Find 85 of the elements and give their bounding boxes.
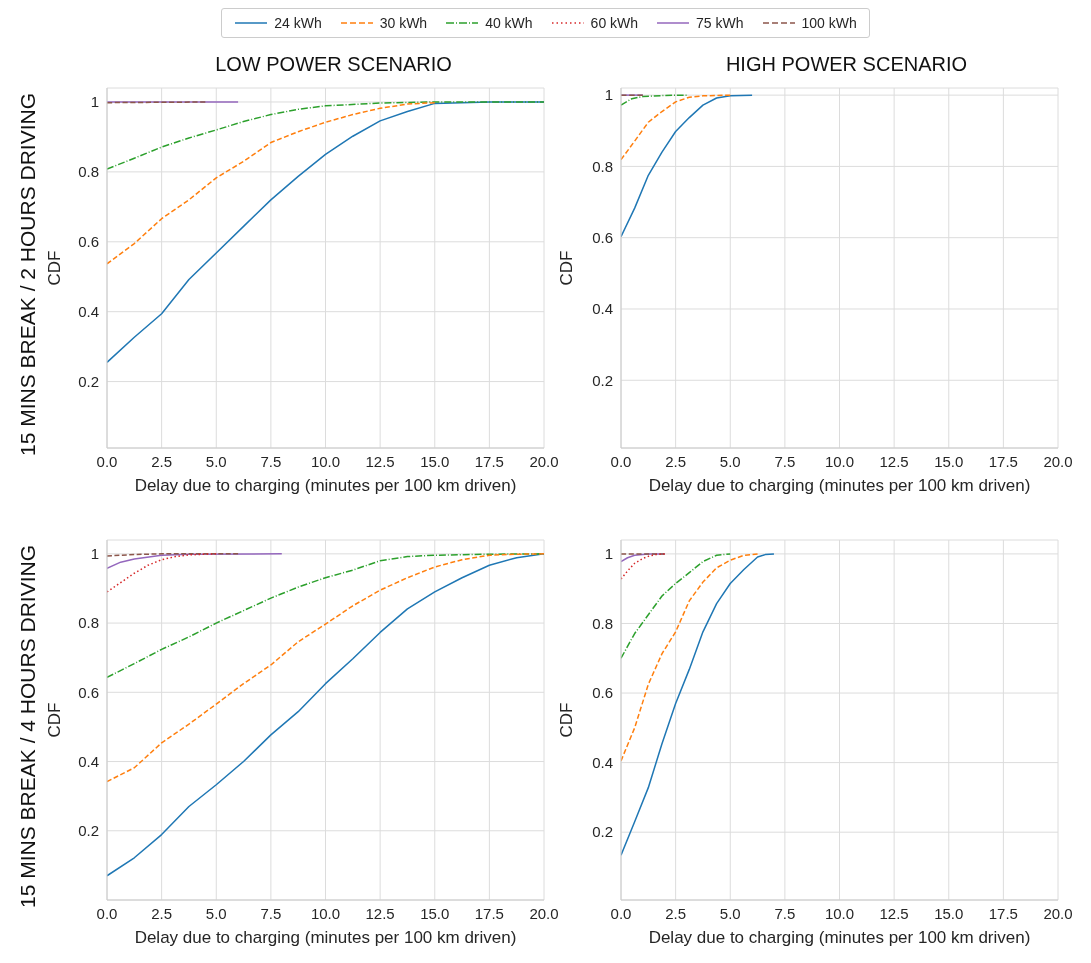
x-tick-label: 17.5 xyxy=(474,452,504,470)
x-tick-label: 12.5 xyxy=(879,904,909,922)
y-axis-title: CDF xyxy=(45,702,65,738)
x-tick-label: 12.5 xyxy=(879,452,909,470)
chart-title: HIGH POWER SCENARIO xyxy=(725,53,968,75)
y-tick-label: 0.4 xyxy=(78,303,99,321)
y-tick-label: 1 xyxy=(90,545,99,563)
y-tick-label: 0.2 xyxy=(78,372,99,390)
y-tick-label: 0.6 xyxy=(592,229,613,247)
x-tick-label: 17.5 xyxy=(474,904,504,922)
x-axis-title: Delay due to charging (minutes per 100 km driven) xyxy=(648,928,1031,947)
x-tick-label: 12.5 xyxy=(365,904,395,922)
y-tick-label: 0.4 xyxy=(592,300,613,318)
x-tick-label: 5.0 xyxy=(719,904,741,922)
x-axis-title: Delay due to charging (minutes per 100 km driven) xyxy=(134,476,517,495)
x-tick-label: 2.5 xyxy=(665,452,687,470)
legend-label: 75 kWh xyxy=(696,15,744,31)
legend-label: 40 kWh xyxy=(485,15,533,31)
x-tick-label: 20.0 xyxy=(529,904,559,922)
x-tick-label: 2.5 xyxy=(665,904,687,922)
y-tick-label: 0.6 xyxy=(592,684,613,702)
x-tick-label: 0.0 xyxy=(96,904,118,922)
x-tick-label: 20.0 xyxy=(1043,904,1073,922)
x-tick-label: 5.0 xyxy=(719,452,741,470)
y-tick-label: 0.8 xyxy=(78,163,99,181)
y-tick-label: 0.6 xyxy=(78,233,99,251)
x-tick-label: 10.0 xyxy=(310,904,341,922)
line-series xyxy=(621,94,688,106)
legend-label: 100 kWh xyxy=(801,15,857,31)
x-tick-label: 12.5 xyxy=(365,452,395,470)
x-tick-label: 5.0 xyxy=(205,452,227,470)
line-series xyxy=(107,101,436,265)
x-tick-label: 0.0 xyxy=(610,452,632,470)
line-series xyxy=(107,553,217,593)
x-tick-label: 2.5 xyxy=(151,452,173,470)
x-tick-label: 15.0 xyxy=(420,452,450,470)
line-series xyxy=(107,553,544,783)
x-tick-label: 15.0 xyxy=(934,904,964,922)
x-tick-label: 7.5 xyxy=(774,904,796,922)
legend-label: 60 kWh xyxy=(590,15,639,31)
y-tick-label: 0.2 xyxy=(592,371,613,389)
text: 15 MINS BREAK / 4 HOURS DRIVING xyxy=(16,544,40,908)
y-tick-label: 1 xyxy=(604,86,613,104)
x-tick-label: 10.0 xyxy=(310,452,341,470)
y-axis-title: CDF xyxy=(557,250,577,286)
x-tick-label: 15.0 xyxy=(420,904,450,922)
x-tick-label: 15.0 xyxy=(934,452,964,470)
x-tick-label: 20.0 xyxy=(529,452,559,470)
line-series xyxy=(621,94,731,161)
x-tick-label: 0.0 xyxy=(610,904,632,922)
x-tick-label: 17.5 xyxy=(988,452,1018,470)
y-tick-label: 0.8 xyxy=(592,614,613,632)
y-tick-label: 1 xyxy=(90,93,99,111)
x-axis-title: Delay due to charging (minutes per 100 km driven) xyxy=(648,476,1031,495)
y-tick-label: 0.4 xyxy=(78,752,99,770)
y-tick-label: 0.4 xyxy=(592,753,613,771)
x-tick-label: 20.0 xyxy=(1043,452,1073,470)
line-series xyxy=(621,553,759,762)
x-tick-label: 7.5 xyxy=(260,904,282,922)
x-axis-title: Delay due to charging (minutes per 100 km driven) xyxy=(134,928,517,947)
y-tick-label: 0.2 xyxy=(78,822,99,840)
x-tick-label: 10.0 xyxy=(824,452,855,470)
line-series xyxy=(107,101,544,170)
x-tick-label: 17.5 xyxy=(988,904,1018,922)
y-axis-title: CDF xyxy=(557,702,577,738)
x-tick-label: 5.0 xyxy=(205,904,227,922)
y-tick-label: 0.2 xyxy=(592,823,613,841)
x-tick-label: 7.5 xyxy=(774,452,796,470)
legend-label: 30 kWh xyxy=(379,15,428,31)
x-tick-label: 7.5 xyxy=(260,452,282,470)
line-series xyxy=(621,94,753,238)
x-tick-label: 0.0 xyxy=(96,452,118,470)
text: 15 MINS BREAK / 2 HOURS DRIVING xyxy=(16,92,40,456)
legend-label: 24 kWh xyxy=(274,15,322,31)
y-tick-label: 1 xyxy=(604,545,613,563)
y-tick-label: 0.8 xyxy=(592,157,613,175)
y-axis-title: CDF xyxy=(45,250,65,286)
line-series xyxy=(107,553,283,570)
chart-title: LOW POWER SCENARIO xyxy=(215,53,452,75)
line-series xyxy=(621,553,775,856)
y-tick-label: 0.8 xyxy=(78,614,99,632)
x-tick-label: 2.5 xyxy=(151,904,173,922)
y-tick-label: 0.6 xyxy=(78,683,99,701)
x-tick-label: 10.0 xyxy=(824,904,855,922)
line-series xyxy=(621,553,731,660)
